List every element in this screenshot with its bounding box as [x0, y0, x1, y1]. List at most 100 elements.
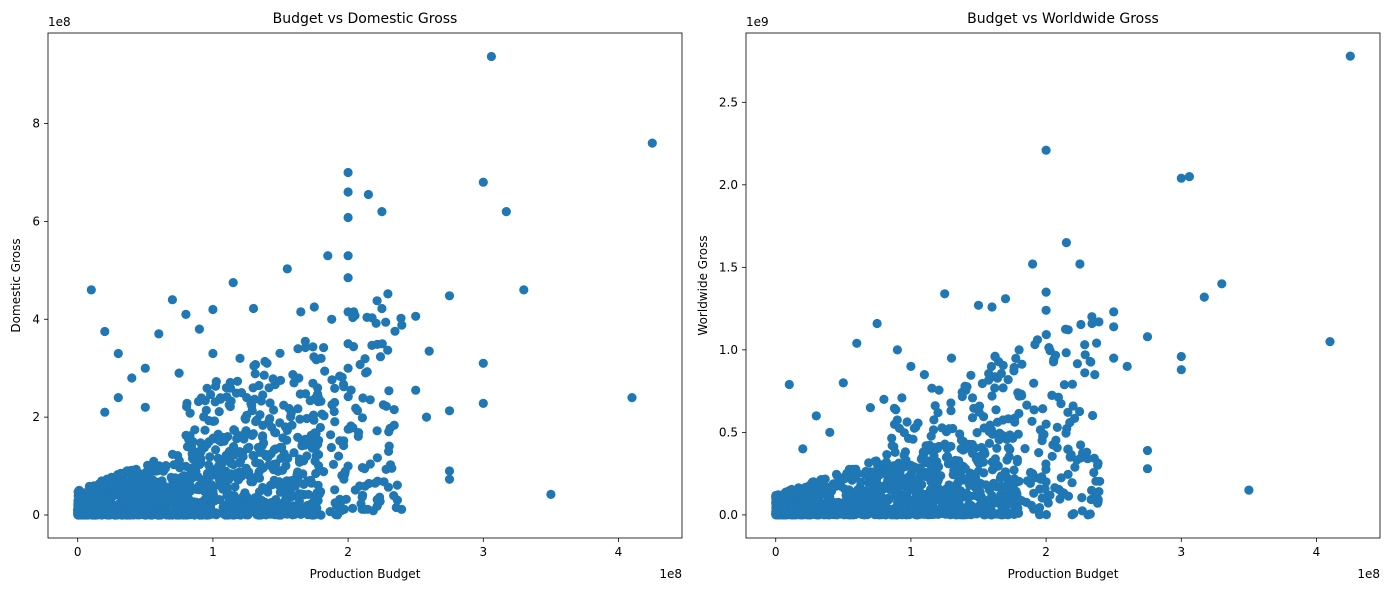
scatter-point — [1176, 173, 1186, 183]
scatter-point — [190, 425, 200, 435]
scatter-point — [964, 499, 974, 509]
scatter-point — [1009, 465, 1019, 475]
scatter-point — [1063, 444, 1073, 454]
scatter-point — [1072, 455, 1082, 465]
scatter-point — [235, 353, 245, 363]
scatter-points — [771, 51, 1355, 520]
scatter-point — [411, 385, 421, 395]
scatter-point — [384, 386, 394, 396]
scatter-point — [1033, 505, 1044, 515]
scatter-point — [1325, 337, 1335, 347]
scatter-point — [217, 467, 227, 478]
scatter-point — [372, 495, 382, 505]
scatter-point — [370, 478, 380, 488]
scatter-point — [1076, 440, 1086, 450]
scatter-point — [1007, 475, 1017, 485]
scatter-point — [1014, 391, 1024, 401]
scatter-point — [1085, 356, 1095, 367]
scatter-point — [933, 476, 943, 486]
scatter-point — [870, 456, 880, 466]
scatter-point — [202, 439, 212, 449]
scatter-point — [969, 403, 979, 413]
scatter-point — [990, 351, 1000, 361]
scatter-point — [899, 428, 909, 438]
scatter-point — [199, 485, 209, 495]
scatter-point — [864, 478, 874, 488]
scatter-point — [966, 370, 976, 380]
scatter-point — [1080, 340, 1090, 350]
scatter-point — [1025, 478, 1035, 488]
scatter-point — [181, 309, 191, 319]
scatter-point — [859, 489, 870, 499]
scatter-point — [200, 494, 210, 504]
scatter-point — [365, 395, 375, 405]
scatter-point — [1070, 413, 1080, 423]
scatter-point — [201, 405, 211, 415]
scatter-point — [354, 428, 364, 438]
scatter-point — [919, 370, 930, 380]
scatter-point — [1041, 419, 1051, 429]
x-tick-label: 3 — [479, 545, 487, 559]
scatter-point — [940, 289, 950, 299]
scatter-point — [255, 459, 265, 469]
scatter-point — [1020, 444, 1030, 454]
scatter-point — [986, 361, 997, 372]
scatter-point — [365, 459, 375, 469]
scatter-point — [293, 432, 303, 442]
scatter-point — [1041, 145, 1051, 155]
scatter-point — [951, 487, 962, 497]
scatter-point — [957, 391, 967, 402]
scatter-point — [350, 310, 360, 321]
scatter-point — [292, 502, 302, 512]
scatter-point — [973, 300, 984, 310]
scatter-point — [224, 475, 234, 485]
scatter-point — [933, 483, 943, 493]
scatter-point — [327, 375, 337, 385]
scatter-point — [330, 383, 340, 393]
scatter-point — [1061, 348, 1071, 358]
scatter-point — [908, 434, 918, 444]
scatter-point — [1029, 378, 1039, 388]
scatter-point — [519, 285, 529, 295]
scatter-point — [899, 462, 909, 472]
scatter-point — [934, 385, 944, 395]
scatter-point — [161, 461, 171, 471]
scatter-point — [865, 403, 876, 413]
scatter-point — [1080, 368, 1090, 378]
scatter-point — [232, 434, 242, 444]
y-axis-ticks: 0 2 4 6 8 — [32, 117, 48, 522]
y-tick-label: 2.0 — [719, 178, 738, 192]
scatter-point — [1142, 445, 1153, 456]
axes-frame — [47, 32, 683, 539]
scatter-point — [996, 368, 1007, 379]
scatter-point — [110, 510, 120, 520]
scatter-point — [929, 442, 939, 453]
scatter-point — [358, 393, 368, 403]
scatter-point — [965, 468, 975, 478]
scatter-point — [375, 352, 386, 362]
scatter-point — [142, 510, 152, 520]
y-axis-offset-label: 1e9 — [746, 15, 769, 29]
scatter-point — [397, 320, 407, 330]
scatter-point — [199, 476, 209, 486]
scatter-point — [1027, 416, 1037, 426]
scatter-point — [1028, 259, 1038, 269]
scatter-point — [319, 343, 329, 353]
scatter-point — [1122, 361, 1132, 371]
scatter-point — [161, 507, 172, 518]
scatter-point — [1000, 505, 1010, 516]
scatter-point — [339, 474, 349, 484]
scatter-point — [383, 482, 393, 492]
scatter-point — [97, 479, 107, 490]
scatter-point — [777, 501, 787, 511]
scatter-point — [284, 500, 294, 511]
scatter-point — [206, 389, 216, 400]
scatter-point — [1093, 495, 1103, 505]
y-axis-offset-label: 1e8 — [48, 15, 71, 29]
scatter-point — [232, 376, 243, 386]
scatter-point — [311, 500, 321, 510]
scatter-point — [954, 508, 964, 518]
scatter-point — [154, 510, 164, 520]
scatter-point — [372, 296, 382, 306]
scatter-point — [1109, 307, 1119, 317]
